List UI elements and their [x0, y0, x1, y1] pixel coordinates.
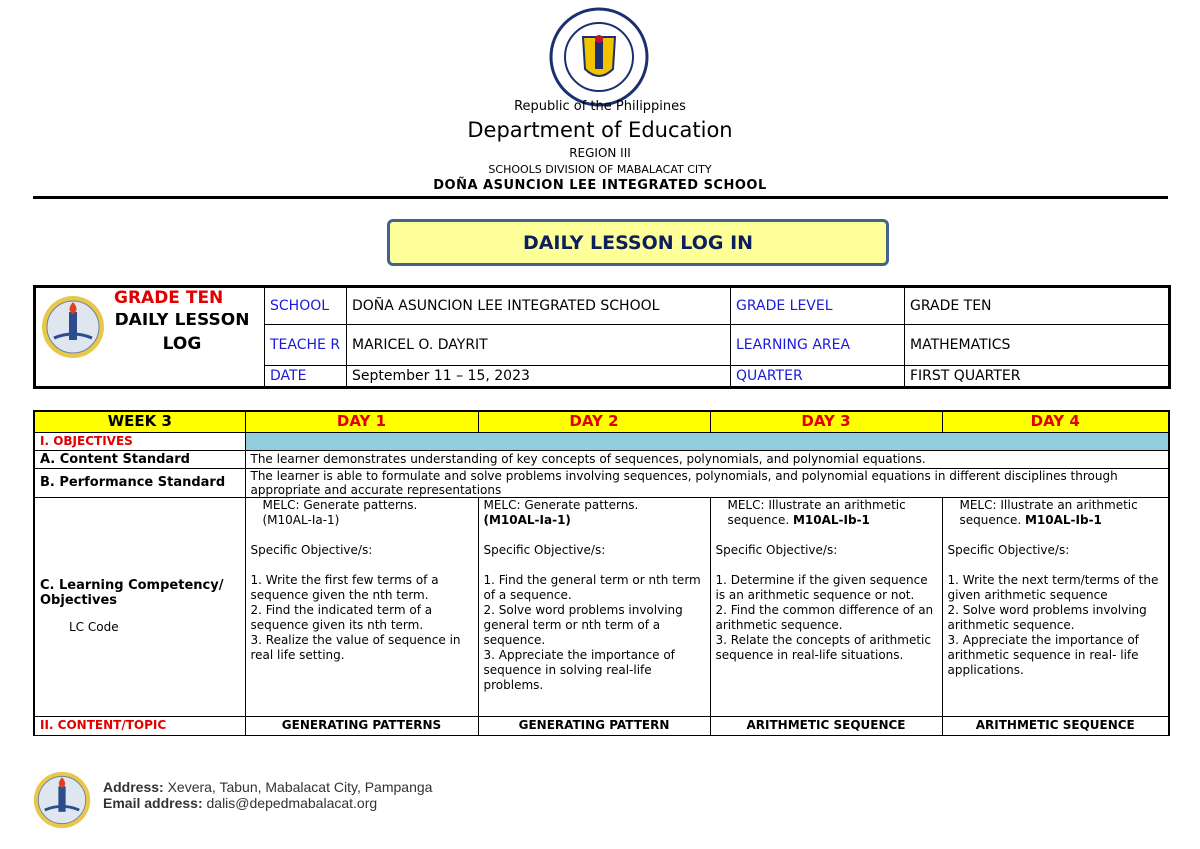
specific-label: Specific Objective/s:: [483, 542, 606, 557]
school-value: DOÑA ASUNCION LEE INTEGRATED SCHOOL: [346, 286, 731, 325]
grade-title-cell: GRADE TEN DAILY LESSON LOG: [34, 286, 265, 388]
topic: GENERATING PATTERN: [477, 715, 711, 736]
objectives-bar: [244, 431, 1170, 451]
competency-day-3: MELC: Illustrate an arithmetic sequence.…: [709, 496, 943, 717]
performance-standard: The learner is able to formulate and sol…: [244, 467, 1170, 498]
title-text: DAILY LESSON LOG IN: [522, 231, 754, 254]
melc: MELC: Generate patterns.: [262, 497, 418, 512]
day-header: DAY 4: [941, 410, 1170, 433]
info-table: GRADE TEN DAILY LESSON LOG SCHOOL DOÑA A…: [33, 285, 1171, 389]
objective-item: 2. Solve word problems involving general…: [483, 602, 683, 647]
lc-code: M10AL-Ib-1: [792, 512, 870, 527]
topic: GENERATING PATTERNS: [244, 715, 479, 736]
region-text: REGION III: [569, 146, 631, 160]
division-text: SCHOOLS DIVISION OF MABALACAT CITY: [488, 163, 712, 176]
grade-level-label: GRADE LEVEL: [730, 286, 905, 325]
grade-title: GRADE TEN: [114, 288, 224, 308]
address-label: Address:: [103, 779, 164, 795]
objective-item: 1. Find the general term or nth term of …: [483, 572, 701, 602]
address-value: Xevera, Tabun, Mabalacat City, Pampanga: [167, 779, 433, 795]
teacher-value: MARICEL O. DAYRIT: [346, 324, 731, 366]
objectives-label: I. OBJECTIVES: [33, 431, 246, 451]
objective-item: 3. Appreciate the importance of arithmet…: [947, 632, 1139, 677]
dll-line1: DAILY LESSON: [114, 313, 250, 328]
email-label: Email address:: [103, 795, 203, 811]
teacher-label: TEACHE R: [264, 324, 347, 366]
specific-label: Specific Objective/s:: [715, 542, 838, 557]
school-name-text: DOÑA ASUNCION LEE INTEGRATED SCHOOL: [433, 178, 767, 193]
objective-item: 3. Realize the value of sequence in real…: [250, 632, 461, 662]
objective-item: 3. Relate the concepts of arithmetic seq…: [715, 632, 931, 662]
lc-code: (M10AL-Ia-1): [483, 512, 571, 527]
topic: ARITHMETIC SEQUENCE: [709, 715, 943, 736]
competency-day-1: MELC: Generate patterns. (M10AL-Ia-1) Sp…: [244, 496, 479, 717]
learning-area-value: MATHEMATICS: [904, 324, 1170, 366]
melc: MELC: Illustrate an arithmetic sequence.: [727, 497, 906, 527]
footer-address: Address: Xevera, Tabun, Mabalacat City, …: [103, 779, 432, 795]
performance-standard-label: B. Performance Standard: [33, 467, 246, 498]
objective-item: 1. Write the next term/terms of the give…: [947, 572, 1159, 602]
competency-label-cell: C. Learning Competency/ Objectives LC Co…: [33, 496, 246, 717]
lesson-log-table: WEEK 3 DAY 1 DAY 2 DAY 3 DAY 4 I. OBJECT…: [33, 410, 1170, 736]
quarter-label: QUARTER: [730, 365, 905, 388]
school-label: SCHOOL: [264, 286, 347, 325]
date-label: DATE: [264, 365, 347, 388]
deped-seal: [549, 7, 649, 107]
document-title: DAILY LESSON LOG IN: [387, 219, 889, 266]
content-standard-label: A. Content Standard: [33, 449, 246, 469]
content-standard: The learner demonstrates understanding o…: [244, 449, 1170, 469]
email-value[interactable]: dalis@depedmabalacat.org: [206, 795, 378, 811]
week-header: WEEK 3: [33, 410, 246, 433]
objective-item: 1. Determine if the given sequence is an…: [715, 572, 928, 602]
topic: ARITHMETIC SEQUENCE: [941, 715, 1170, 736]
competency-day-4: MELC: Illustrate an arithmetic sequence.…: [941, 496, 1170, 717]
competency-label: C. Learning Competency/ Objectives: [40, 578, 224, 608]
footer-school-logo: [32, 770, 92, 830]
school-logo: [40, 294, 106, 360]
objective-item: 2. Find the indicated term of a sequence…: [250, 602, 433, 632]
melc: MELC: Generate patterns.: [483, 497, 639, 512]
date-value: September 11 – 15, 2023: [346, 365, 731, 388]
department-text: Department of Education: [467, 118, 733, 142]
melc: MELC: Illustrate an arithmetic sequence.: [959, 497, 1138, 527]
lc-code: M10AL-Ib-1: [1024, 512, 1102, 527]
day-header: DAY 2: [477, 410, 711, 433]
specific-label: Specific Objective/s:: [947, 542, 1070, 557]
objective-item: 3. Appreciate the importance of sequence…: [483, 647, 675, 692]
lc-code-label: LC Code: [69, 620, 119, 634]
grade-level-value: GRADE TEN: [904, 286, 1170, 325]
content-topic-label: II. CONTENT/TOPIC: [33, 715, 246, 736]
specific-label: Specific Objective/s:: [250, 542, 373, 557]
dll-line2: LOG: [162, 334, 202, 354]
header-divider: [33, 196, 1168, 199]
republic-text: Republic of the Philippines: [514, 99, 686, 114]
learning-area-label: LEARNING AREA: [730, 324, 905, 366]
day-header: DAY 1: [244, 410, 479, 433]
competency-day-2: MELC: Generate patterns. (M10AL-Ia-1) Sp…: [477, 496, 711, 717]
day-header: DAY 3: [709, 410, 943, 433]
footer-email: Email address: dalis@depedmabalacat.org: [103, 795, 377, 811]
quarter-value: FIRST QUARTER: [904, 365, 1170, 388]
objective-item: 1. Write the first few terms of a sequen…: [250, 572, 439, 602]
lc-code: (M10AL-Ia-1): [262, 512, 340, 527]
objective-item: 2. Find the common difference of an arit…: [715, 602, 934, 632]
objective-item: 2. Solve word problems involving arithme…: [947, 602, 1147, 632]
